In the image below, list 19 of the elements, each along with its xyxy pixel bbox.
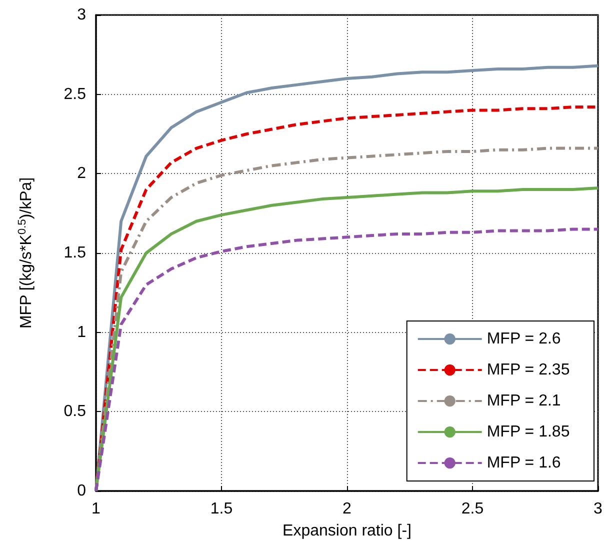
- y-tick-label: 1.5: [64, 244, 86, 262]
- y-tick-label: 0.5: [64, 403, 86, 420]
- y-tick-label: 1: [77, 324, 86, 341]
- legend-label: MFP = 1.85: [486, 424, 570, 440]
- y-axis-title: MFP [(kg/s*K0.5)/kPa]: [16, 177, 35, 329]
- x-tick-label: 1: [92, 500, 101, 518]
- legend-label: MFP = 1.6: [486, 454, 561, 472]
- y-tick-label: 2: [77, 165, 86, 182]
- legend-label: MFP = 2.1: [486, 392, 561, 410]
- x-tick-label: 2: [342, 500, 352, 518]
- y-tick-label: 3: [77, 6, 86, 24]
- x-tick-label: 1.5: [210, 500, 233, 518]
- y-tick-label: 2.5: [64, 86, 86, 103]
- x-tick-label: 2.5: [461, 500, 484, 518]
- y-tick-label: 0: [77, 482, 86, 500]
- x-axis-title: Expansion ratio [-]: [282, 522, 412, 540]
- legend-label: MFP = 2.6: [486, 330, 561, 348]
- x-tick-label: 3: [594, 500, 603, 518]
- legend-label: MFP = 2.35: [486, 362, 570, 378]
